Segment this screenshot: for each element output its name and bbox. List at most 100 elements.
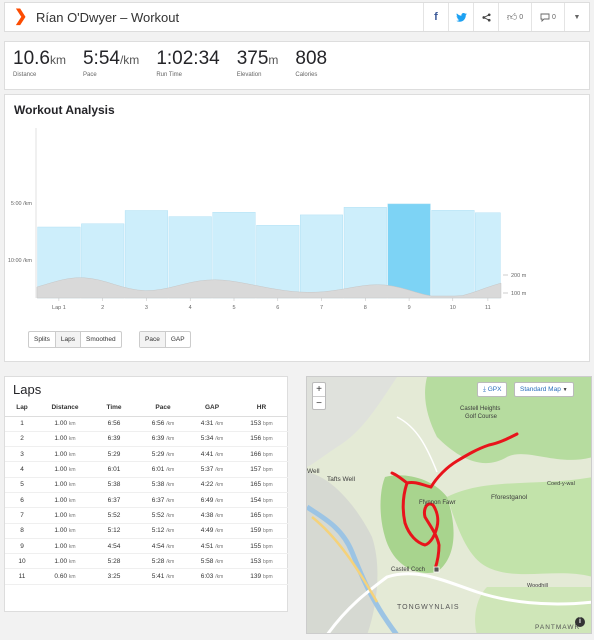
- lap-cell: 2: [5, 431, 39, 448]
- lap-row[interactable]: 11 0.60 km 3:25 5:41 /km 6:03 /km 139 bpm: [5, 568, 288, 585]
- lap-cell: 4:31 /km: [189, 416, 235, 432]
- lap-cell-value: 5:52: [151, 511, 165, 519]
- lap-cell: 6:56 /km: [137, 416, 189, 432]
- lap-cell-value: 10: [18, 557, 26, 565]
- lap-pace-chart[interactable]: 5:00 /km 10:00 /km 200 m 100 m Lap 1 2 3 4 5…: [5, 95, 591, 325]
- lap-cell-value: 5:28: [107, 557, 121, 565]
- lap-bar[interactable]: [124, 210, 168, 299]
- lap-cell: 6:01: [91, 461, 137, 478]
- stat-value: 808: [295, 48, 328, 69]
- lap-cell-value: 6:01: [107, 466, 121, 474]
- lap-cell: 4: [5, 461, 39, 478]
- lap-cell-value: 153: [250, 557, 262, 565]
- lap-cell: 5:12: [91, 523, 137, 539]
- zoom-out-button[interactable]: −: [313, 396, 325, 409]
- lap-bar[interactable]: [300, 214, 344, 299]
- lap-row[interactable]: 4 1.00 km 6:01 6:01 /km 5:37 /km 157 bpm: [5, 461, 288, 478]
- gpx-download-button[interactable]: ⤓ GPX: [477, 382, 508, 397]
- lap-cell-unit: bpm: [262, 497, 273, 504]
- lap-cell: 1.00 km: [39, 523, 91, 539]
- stat-label: Distance: [13, 72, 37, 78]
- info-icon[interactable]: i: [575, 617, 585, 627]
- column-header: GAP: [189, 400, 235, 417]
- map-canvas[interactable]: Castell Heights Golf Course Tafts Well W…: [307, 377, 592, 634]
- y-tick-label: 10:00 /km: [8, 258, 33, 264]
- lap-row[interactable]: 5 1.00 km 5:38 5:38 /km 4:22 /km 165 bpm: [5, 477, 288, 493]
- lap-cell: 6:01 /km: [137, 461, 189, 478]
- gap-toggle[interactable]: GAP: [170, 336, 185, 343]
- lap-cell-unit: /km: [166, 574, 175, 581]
- lap-cell-unit: bpm: [262, 528, 273, 535]
- zoom-in-button[interactable]: +: [316, 384, 322, 395]
- facebook-share-button[interactable]: f: [423, 3, 448, 31]
- lap-cell: 1.00 km: [39, 538, 91, 555]
- smoothed-toggle[interactable]: Smoothed: [86, 336, 116, 343]
- laps-toggle[interactable]: Laps: [55, 332, 82, 347]
- lap-cell-unit: km: [68, 482, 76, 489]
- lap-cell-value: 5:52: [107, 511, 121, 519]
- more-menu-button[interactable]: ▼: [564, 3, 589, 31]
- twitter-share-button[interactable]: [448, 3, 473, 31]
- column-header: Pace: [137, 400, 189, 417]
- lap-bar[interactable]: [431, 210, 475, 299]
- lap-row[interactable]: 6 1.00 km 6:37 6:37 /km 6:49 /km 154 bpm: [5, 492, 288, 509]
- kudos-button[interactable]: 👍︎ 0: [498, 3, 531, 31]
- lap-cell-value: 1.00: [54, 557, 68, 565]
- lap-cell-value: 3:25: [107, 573, 121, 581]
- lap-cell: 8: [5, 523, 39, 539]
- lap-cell-unit: /km: [166, 451, 175, 458]
- metric-toggle-group: Pace GAP: [139, 331, 191, 348]
- lap-cell-value: 6:56: [151, 420, 165, 428]
- urban-area: [307, 377, 397, 467]
- lap-cell-value: 5:38: [151, 481, 165, 489]
- lap-cell-value: 6:49: [200, 496, 214, 504]
- map-label: Woodhill: [527, 583, 548, 589]
- lap-cell-unit: /km: [215, 528, 224, 535]
- road: [326, 572, 591, 633]
- lap-cell-value: 6: [20, 496, 24, 504]
- lap-cell: 166 bpm: [235, 446, 288, 463]
- lap-cell: 5:37 /km: [189, 461, 235, 478]
- chevron-down-icon: ▼: [573, 13, 581, 21]
- laps-table: Lap Distance Time Pace GAP HR 1 1.00 km 6:…: [5, 400, 288, 585]
- lap-cell: 1.00 km: [39, 461, 91, 478]
- stat-unit: m: [268, 53, 279, 67]
- lap-row[interactable]: 7 1.00 km 5:52 5:52 /km 4:38 /km 165 bpm: [5, 507, 288, 524]
- lap-row[interactable]: 3 1.00 km 5:29 5:29 /km 4:41 /km 166 bpm: [5, 446, 288, 463]
- lap-cell-unit: /km: [166, 436, 175, 443]
- stat-label: Elevation: [236, 72, 262, 78]
- x-tick-label: 5: [232, 305, 235, 311]
- splits-toggle[interactable]: Splits: [29, 332, 56, 347]
- column-header: Lap: [5, 400, 39, 417]
- pace-toggle[interactable]: Pace: [140, 332, 166, 347]
- lap-bar[interactable]: [256, 225, 300, 299]
- comment-button[interactable]: 0: [531, 3, 564, 31]
- route-map[interactable]: Castell Heights Golf Course Tafts Well W…: [306, 376, 592, 634]
- x-tick-label: 10: [450, 305, 456, 311]
- kudos-count: 0: [519, 13, 524, 21]
- woodland-area: [425, 377, 591, 464]
- map-style-dropdown[interactable]: Standard Map ▼: [514, 382, 574, 397]
- lap-row[interactable]: 1 1.00 km 6:56 6:56 /km 4:31 /km 153 bpm: [5, 416, 288, 432]
- lap-row[interactable]: 9 1.00 km 4:54 4:54 /km 4:51 /km 155 bpm: [5, 538, 288, 555]
- lap-cell-unit: km: [68, 436, 76, 443]
- lap-bar[interactable]: [475, 212, 501, 299]
- share-button[interactable]: [473, 3, 498, 31]
- lap-row[interactable]: 10 1.00 km 5:28 5:28 /km 5:58 /km 153 bpm: [5, 553, 288, 570]
- lap-row[interactable]: 8 1.00 km 5:12 5:12 /km 4:49 /km 159 bpm: [5, 523, 288, 539]
- lap-bar[interactable]: [387, 203, 431, 299]
- stat-run-time: 1:02:34 Run Time: [156, 48, 219, 78]
- lap-row[interactable]: 2 1.00 km 6:39 6:39 /km 5:34 /km 156 bpm: [5, 431, 288, 448]
- lap-bar[interactable]: [343, 207, 387, 299]
- lap-cell: 165 bpm: [235, 477, 288, 493]
- lap-cell: 6:56: [91, 416, 137, 432]
- lap-cell: 4:41 /km: [189, 446, 235, 463]
- stat-label: Pace: [82, 72, 97, 78]
- lap-cell: 153 bpm: [235, 553, 288, 570]
- elevation-tick-label: 200 m: [511, 273, 527, 279]
- lap-cell: 5:28: [91, 553, 137, 570]
- elevation-tick-label: 100 m: [511, 291, 527, 297]
- lap-cell: 155 bpm: [235, 538, 288, 555]
- lap-cell-value: 6:01: [151, 466, 165, 474]
- map-label: Tafts Well: [327, 476, 356, 483]
